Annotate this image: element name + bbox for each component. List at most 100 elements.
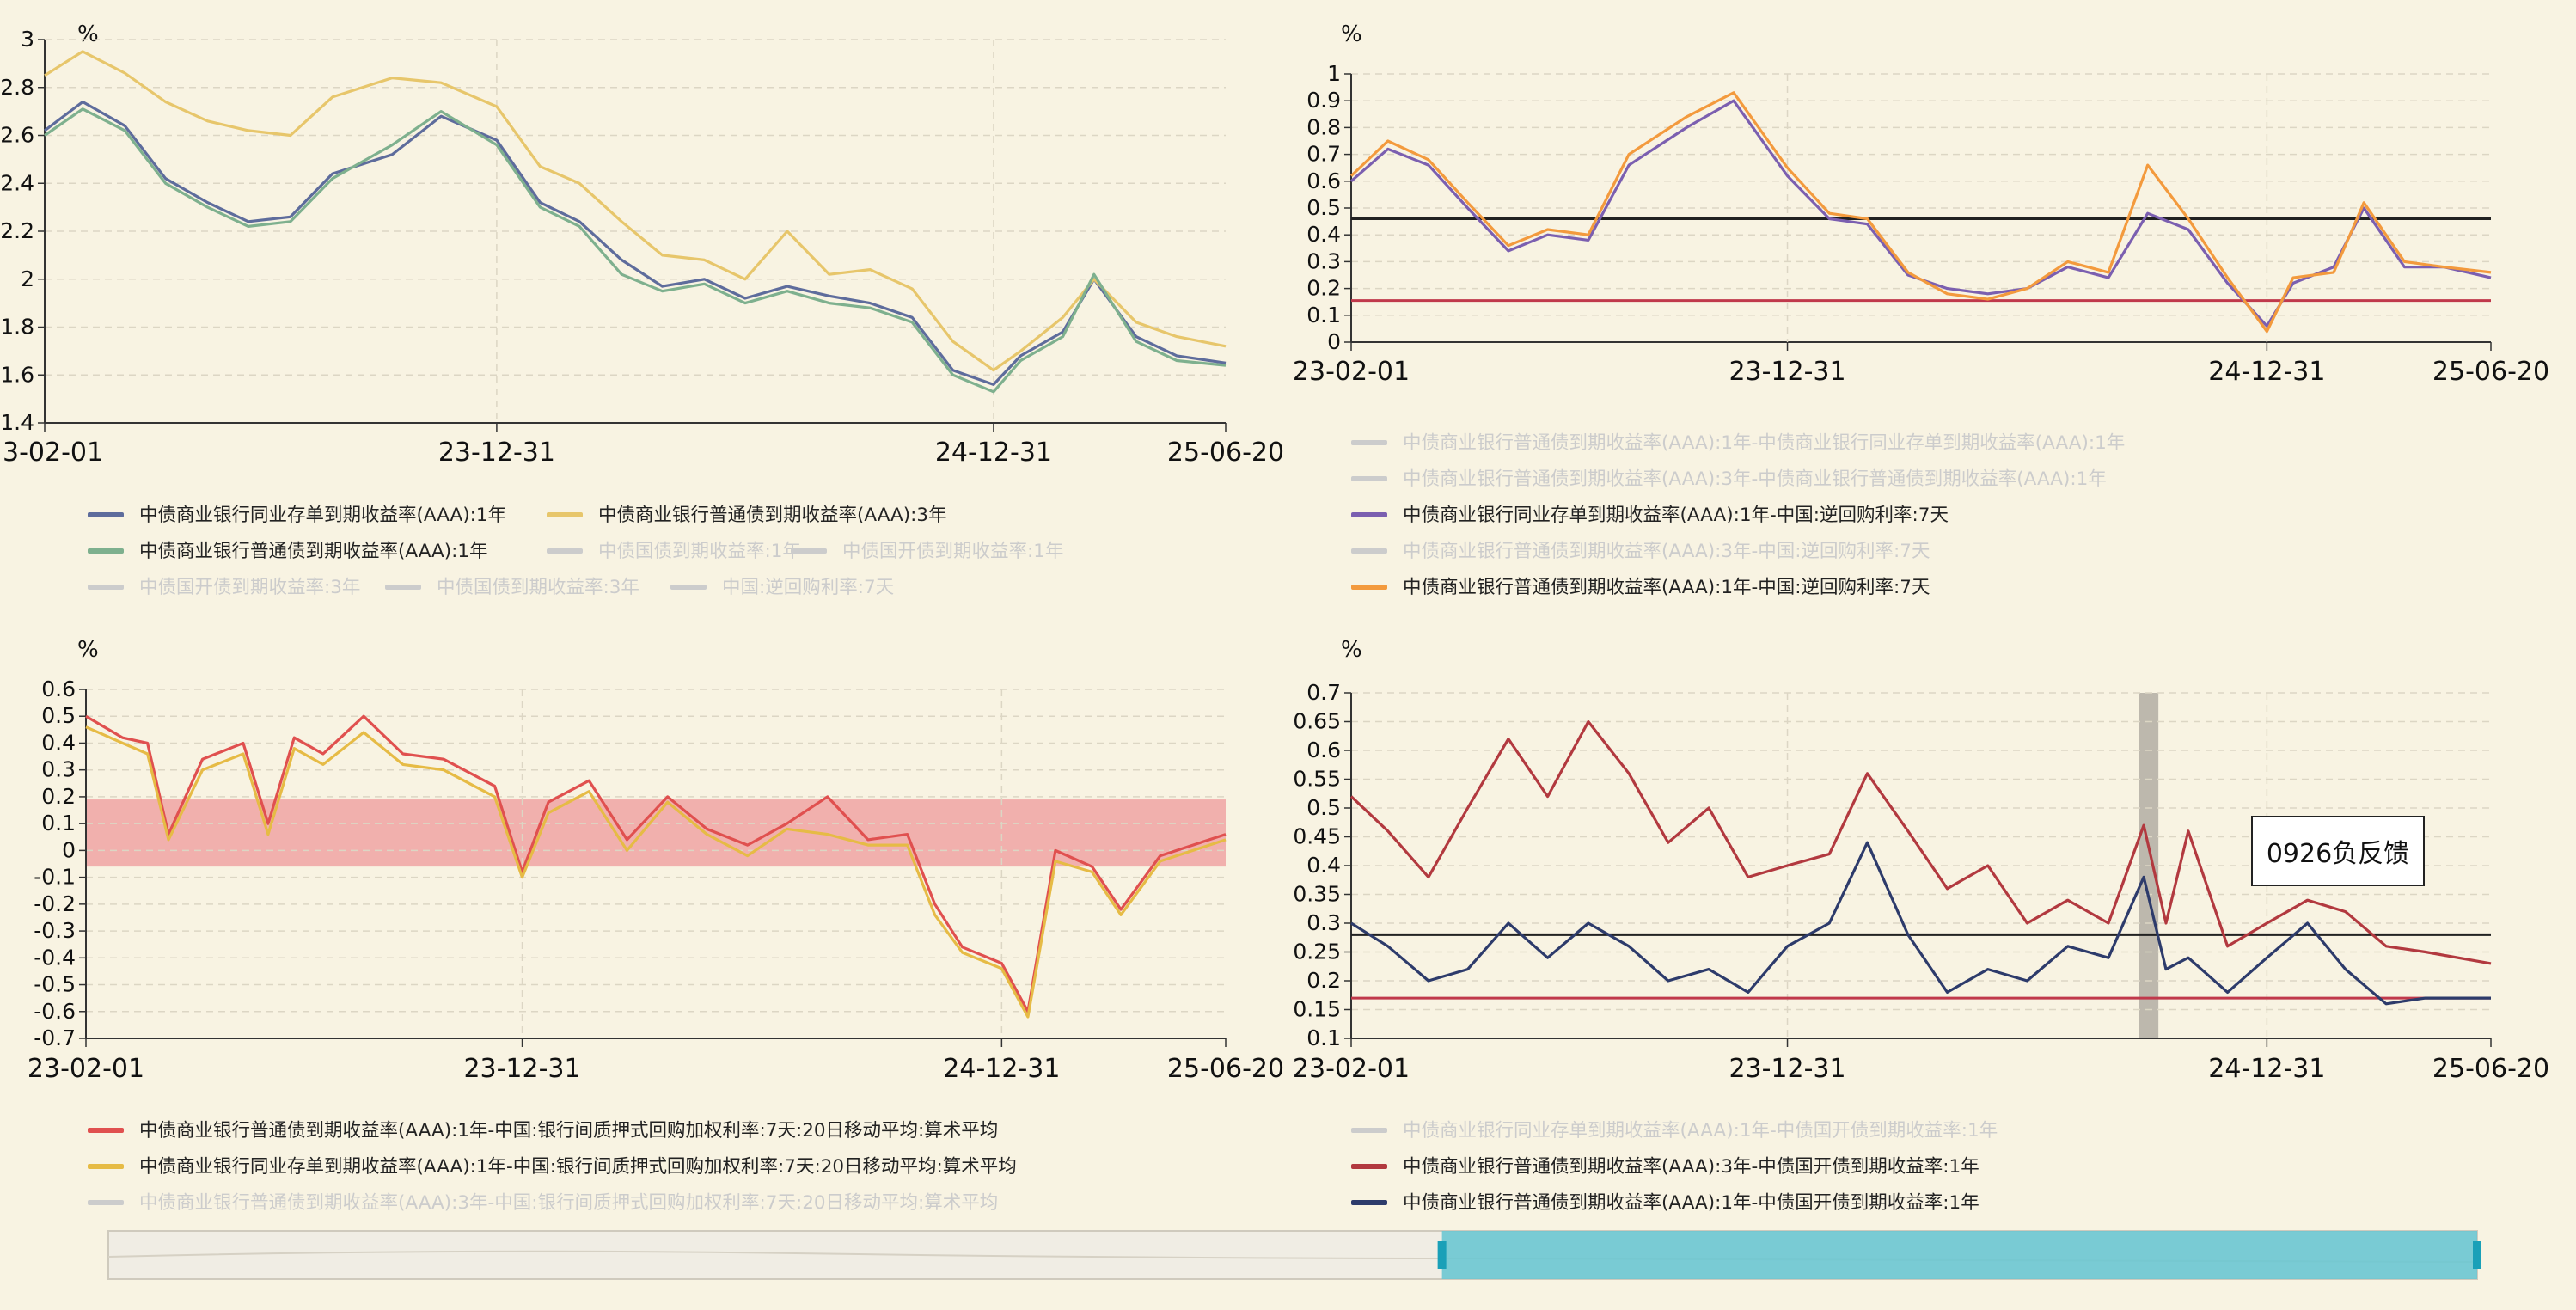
legend-item[interactable]: 中债国开债到期收益率:3年	[139, 577, 360, 598]
range-navigator[interactable]	[107, 1230, 2481, 1280]
legend-swatch[interactable]	[88, 548, 124, 554]
y-tick-label: 1	[1327, 61, 1341, 86]
navigator-handle-left[interactable]	[1437, 1241, 1447, 1269]
legend-swatch[interactable]	[88, 512, 124, 517]
legend-swatch[interactable]	[547, 512, 583, 517]
y-tick-label: 0.1	[41, 811, 76, 836]
series-line-2	[44, 50, 1227, 372]
y-unit-label: %	[1341, 21, 1362, 47]
legend-item[interactable]: 中债商业银行普通债到期收益率(AAA):3年-中债商业银行普通债到期收益率(AA…	[1403, 468, 2107, 490]
navigator-selection[interactable]	[1441, 1231, 2477, 1279]
y-tick-label: 0.3	[1306, 248, 1341, 273]
y-tick-label: 0.1	[1306, 1025, 1341, 1050]
y-tick-label: 0.3	[41, 757, 76, 782]
y-tick-label: 0.2	[1306, 968, 1341, 993]
y-tick-label: 0.35	[1293, 882, 1341, 907]
legend-item[interactable]: 中债商业银行同业存单到期收益率(AAA):1年	[139, 505, 506, 526]
y-tick-label: 0.15	[1293, 997, 1341, 1022]
y-tick-label: 0.4	[1306, 853, 1341, 878]
legend-swatch[interactable]	[1351, 1164, 1387, 1169]
x-tick-label: 25-06-20	[2432, 1054, 2549, 1084]
y-tick-label: 0.65	[1293, 709, 1341, 734]
y-tick-label: 2	[21, 266, 34, 291]
annotation-box	[2251, 816, 2425, 886]
y-tick-label: 0.7	[1306, 142, 1341, 167]
y-unit-label: %	[77, 21, 99, 47]
navigator-handle-right[interactable]	[2473, 1241, 2481, 1269]
y-tick-label: 3	[21, 27, 34, 52]
x-tick-label: 24-12-31	[2208, 357, 2325, 387]
series-line-3	[44, 107, 1227, 394]
legend-swatch[interactable]	[1351, 512, 1387, 517]
legend-item[interactable]: 中债商业银行普通债到期收益率(AAA):1年-中国:银行间质押式回购加权利率:7…	[139, 1120, 998, 1142]
legend-swatch[interactable]	[88, 1164, 124, 1169]
legend-swatch[interactable]	[547, 548, 583, 554]
y-tick-label: 0.2	[1306, 276, 1341, 301]
chart-panel-3: %-0.7-0.6-0.5-0.4-0.3-0.2-0.100.10.20.30…	[28, 637, 1284, 1214]
legend-swatch[interactable]	[791, 548, 827, 554]
x-tick-label: 23-02-01	[28, 1054, 144, 1084]
y-tick-label: 2.4	[0, 170, 34, 195]
legend-swatch[interactable]	[1351, 1200, 1387, 1205]
y-tick-label: -0.5	[34, 972, 76, 997]
y-tick-label: -0.4	[34, 945, 76, 970]
legend-item[interactable]: 中债商业银行普通债到期收益率(AAA):1年	[139, 541, 488, 562]
x-tick-label: 25-06-20	[2432, 357, 2549, 387]
legend-item[interactable]: 中债商业银行普通债到期收益率(AAA):3年	[598, 505, 947, 526]
legend-item[interactable]: 中债商业银行普通债到期收益率(AAA):3年-中国:银行间质押式回购加权利率:7…	[139, 1192, 998, 1214]
legend-swatch[interactable]	[1351, 440, 1387, 445]
x-tick-label: 23-02-01	[1293, 357, 1410, 387]
legend-item[interactable]: 中债商业银行同业存单到期收益率(AAA):1年-中债国开债到期收益率:1年	[1403, 1120, 1998, 1142]
legend-swatch[interactable]	[1351, 1128, 1387, 1133]
y-tick-label: 2.6	[0, 123, 34, 148]
legend-item[interactable]: 中债商业银行普通债到期收益率(AAA):3年-中债国开债到期收益率:1年	[1403, 1156, 1979, 1178]
y-tick-label: 0.3	[1306, 910, 1341, 935]
y-tick-label: 0.4	[41, 730, 76, 755]
legend-item[interactable]: 中债商业银行普通债到期收益率(AAA):1年-中债商业银行同业存单到期收益率(A…	[1403, 432, 2125, 454]
y-tick-label: 2.8	[0, 75, 34, 100]
y-tick-label: 0.5	[1306, 795, 1341, 820]
x-tick-label: 25-06-20	[1167, 1054, 1284, 1084]
legend-item[interactable]: 中债国开债到期收益率:1年	[842, 541, 1063, 562]
y-tick-label: 2.2	[0, 218, 34, 243]
y-tick-label: 0.25	[1293, 940, 1341, 964]
legend-swatch[interactable]	[88, 1200, 124, 1205]
legend-swatch[interactable]	[1351, 548, 1387, 554]
y-tick-label: 0.55	[1293, 767, 1341, 792]
x-tick-label: 23-12-31	[1729, 1054, 1845, 1084]
y-tick-label: 0	[1327, 329, 1341, 354]
y-tick-label: 1.6	[0, 362, 34, 387]
legend-item[interactable]: 中债国债到期收益率:3年	[437, 577, 639, 598]
legend-swatch[interactable]	[88, 585, 124, 590]
series-line-2	[1349, 719, 2492, 965]
series-line-1	[85, 714, 1227, 1013]
legend-swatch[interactable]	[1351, 585, 1387, 590]
legend-swatch[interactable]	[670, 585, 707, 590]
legend-item[interactable]: 中债商业银行普通债到期收益率(AAA):3年-中国:逆回购利率:7天	[1403, 541, 1930, 562]
y-tick-label: 0.1	[1306, 303, 1341, 328]
legend-item[interactable]: 中债商业银行普通债到期收益率(AAA):1年-中国:逆回购利率:7天	[1403, 577, 1930, 598]
y-tick-label: 1.4	[0, 410, 34, 435]
x-tick-label: 23-12-31	[1729, 357, 1845, 387]
series-line-3	[1349, 99, 2492, 328]
legend-item[interactable]: 中债商业银行同业存单到期收益率(AAA):1年-中国:逆回购利率:7天	[1403, 505, 1949, 526]
legend-swatch[interactable]	[385, 585, 421, 590]
chart-panel-1: % 1.4 1.6 1.8 2 2.2 2.4 2.6 2.8 3 23-02-01 23-12-31…	[0, 21, 1284, 598]
legend-swatch[interactable]	[88, 1128, 124, 1133]
x-tick-label: 24-12-31	[2208, 1054, 2325, 1084]
y-tick-label: 0.9	[1306, 88, 1341, 113]
legend-item[interactable]: 中债国债到期收益率:1年	[598, 541, 801, 562]
y-tick-label: -0.2	[34, 891, 76, 916]
legend-swatch[interactable]	[1351, 476, 1387, 481]
x-tick-label: 24-12-31	[943, 1054, 1060, 1084]
y-tick-label: -0.6	[34, 999, 76, 1024]
legend-item[interactable]: 中债商业银行普通债到期收益率(AAA):1年-中债国开债到期收益率:1年	[1403, 1192, 1979, 1214]
chart-panel-4: % 0.1 0.15 0.2 0.25 0.3 0.35 0.4 0.45 0.5 0.55 0.6 0…	[1293, 637, 2549, 1214]
x-tick-label: 23-12-31	[438, 438, 555, 468]
y-tick-label: 0.8	[1306, 114, 1341, 139]
legend-item[interactable]: 中国:逆回购利率:7天	[722, 577, 894, 598]
x-tick-label: 23-12-31	[463, 1054, 580, 1084]
legend-item[interactable]: 中债商业银行同业存单到期收益率(AAA):1年-中国:银行间质押式回购加权利率:…	[139, 1156, 1017, 1178]
y-tick-label: 0	[62, 837, 76, 862]
